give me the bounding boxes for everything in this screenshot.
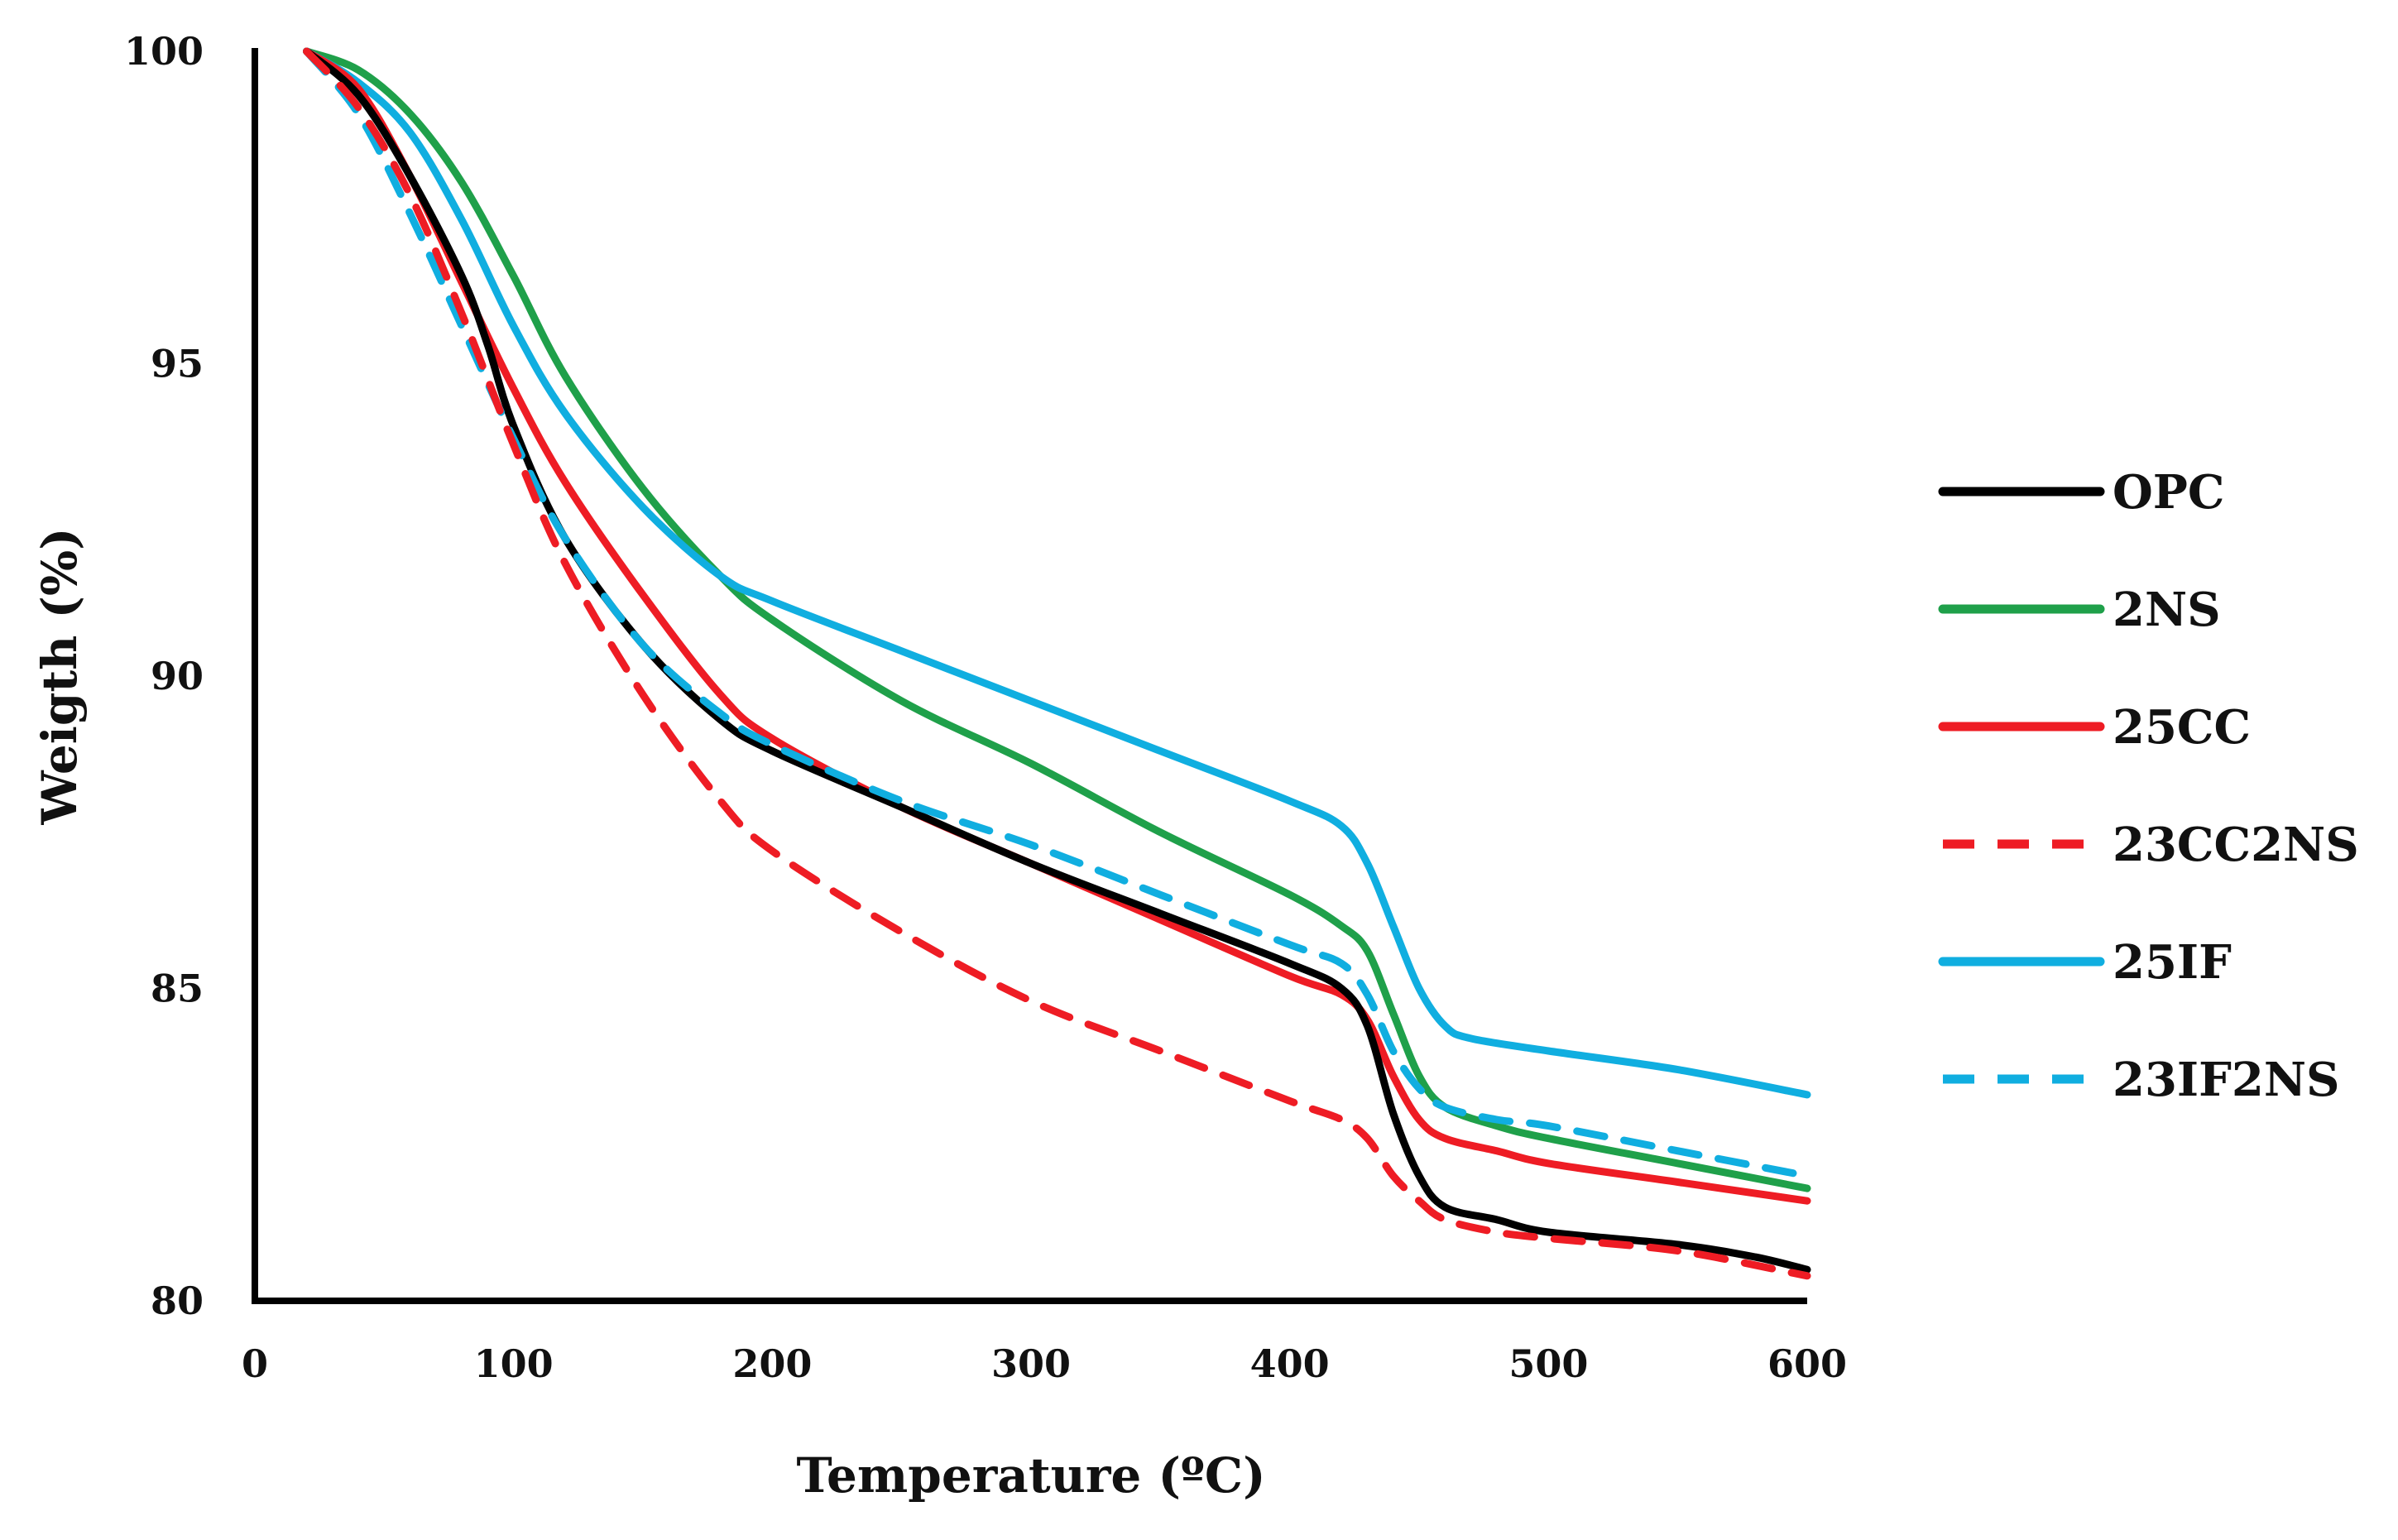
x-tick-label: 0	[242, 1341, 268, 1386]
x-tick-label: 300	[991, 1341, 1071, 1386]
legend-entry-25if: 25IF	[1938, 935, 2232, 990]
legend-label: 25IF	[2113, 935, 2232, 990]
legend-label: 25CC	[2113, 700, 2251, 755]
legend-entry-2ns: 2NS	[1938, 583, 2221, 637]
x-tick-label: 600	[1767, 1341, 1847, 1386]
series-line-25if	[303, 47, 1811, 1099]
legend-label: 2NS	[2113, 583, 2221, 637]
y-tick-label: 85	[151, 967, 204, 1011]
x-tick-labels: 0 100 200 300 400 500 600	[242, 1341, 1847, 1386]
y-tick-label: 90	[151, 654, 204, 698]
series-line-opc	[303, 47, 1811, 1274]
series-line-23if2ns	[303, 47, 1811, 1180]
series-line-25cc	[303, 47, 1811, 1205]
y-axis-title: Weigth (%)	[31, 527, 88, 825]
legend-entry-23if2ns: 23IF2NS	[1943, 1053, 2339, 1107]
y-tick-label: 100	[124, 29, 204, 74]
y-tick-label: 80	[151, 1279, 204, 1323]
axes	[252, 48, 1807, 1304]
legend: OPC 2NS 25CC 23CC2NS 25IF 23IF2NS	[1938, 465, 2359, 1107]
legend-label: OPC	[2113, 465, 2224, 520]
series-line-23cc2ns	[303, 47, 1811, 1280]
x-axis-title: Temperature (ºC)	[796, 1447, 1265, 1504]
legend-entry-23cc2ns: 23CC2NS	[1943, 818, 2359, 872]
legend-label: 23IF2NS	[2113, 1053, 2339, 1107]
y-tick-label: 95	[151, 342, 204, 386]
series-layer	[303, 47, 1811, 1280]
x-tick-label: 400	[1250, 1341, 1330, 1386]
x-tick-label: 100	[474, 1341, 554, 1386]
legend-entry-25cc: 25CC	[1938, 700, 2251, 755]
series-line-2ns	[303, 47, 1811, 1192]
x-tick-label: 200	[732, 1341, 812, 1386]
y-tick-labels: 80 85 90 95 100	[124, 29, 204, 1323]
legend-label: 23CC2NS	[2113, 818, 2359, 872]
legend-entry-opc: OPC	[1938, 465, 2224, 520]
x-tick-label: 500	[1508, 1341, 1588, 1386]
